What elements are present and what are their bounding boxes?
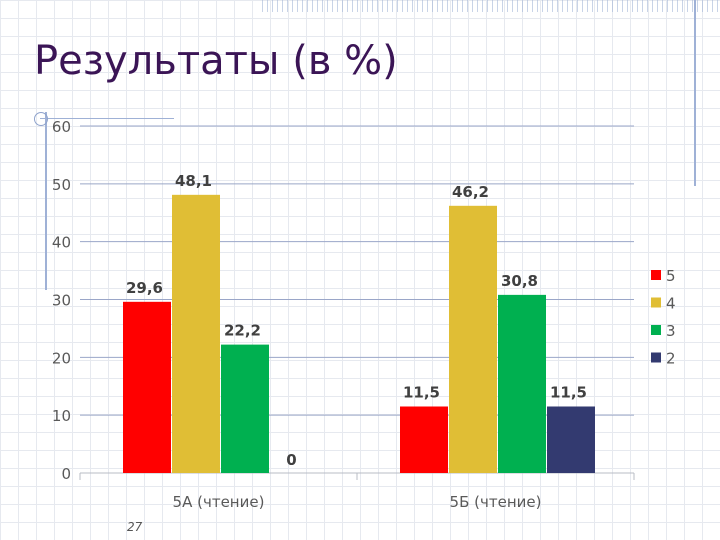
- slide-number: 27: [127, 520, 143, 534]
- slide-title: Результаты (в %): [34, 38, 398, 84]
- data-label: 22,2: [224, 322, 261, 340]
- y-tick-label: 40: [52, 234, 71, 252]
- data-label: 46,2: [452, 183, 489, 201]
- legend-swatch-2: [651, 352, 661, 363]
- bar-5-1: [123, 301, 171, 473]
- data-label: 30,8: [501, 272, 538, 290]
- data-label: 29,6: [126, 279, 163, 297]
- decorative-top-stripe: [262, 0, 720, 12]
- bar-3-2: [498, 294, 546, 473]
- decorative-circle: [34, 112, 48, 126]
- decorative-horizontal-line: [40, 118, 174, 119]
- decorative-right-line: [694, 0, 696, 186]
- data-label: 11,5: [550, 383, 587, 401]
- bar-3-1: [221, 344, 269, 473]
- y-tick-label: 30: [52, 292, 71, 310]
- bar-4-1: [172, 194, 220, 474]
- bar-5-2: [400, 406, 448, 473]
- y-tick-label: 10: [52, 407, 71, 425]
- bar-4-2: [449, 205, 497, 473]
- legend-swatch-4: [651, 297, 661, 308]
- y-tick-label: 60: [52, 118, 71, 136]
- data-label: 11,5: [403, 383, 440, 401]
- data-label: 48,1: [175, 172, 212, 190]
- x-category-label: 5Б (чтение): [450, 493, 542, 511]
- legend-swatch-3: [651, 325, 661, 335]
- legend-label: 3: [666, 322, 676, 340]
- y-tick-label: 0: [61, 465, 71, 483]
- legend-label: 4: [666, 295, 676, 313]
- y-tick-label: 20: [52, 349, 71, 367]
- legend-swatch-5: [651, 270, 661, 280]
- legend-label: 5: [666, 267, 676, 285]
- x-category-label: 5А (чтение): [173, 493, 265, 511]
- data-label: 0: [286, 451, 296, 469]
- legend-label: 2: [666, 350, 676, 368]
- y-tick-label: 50: [52, 176, 71, 194]
- bar-2-2: [547, 406, 595, 473]
- decorative-left-line: [45, 112, 47, 290]
